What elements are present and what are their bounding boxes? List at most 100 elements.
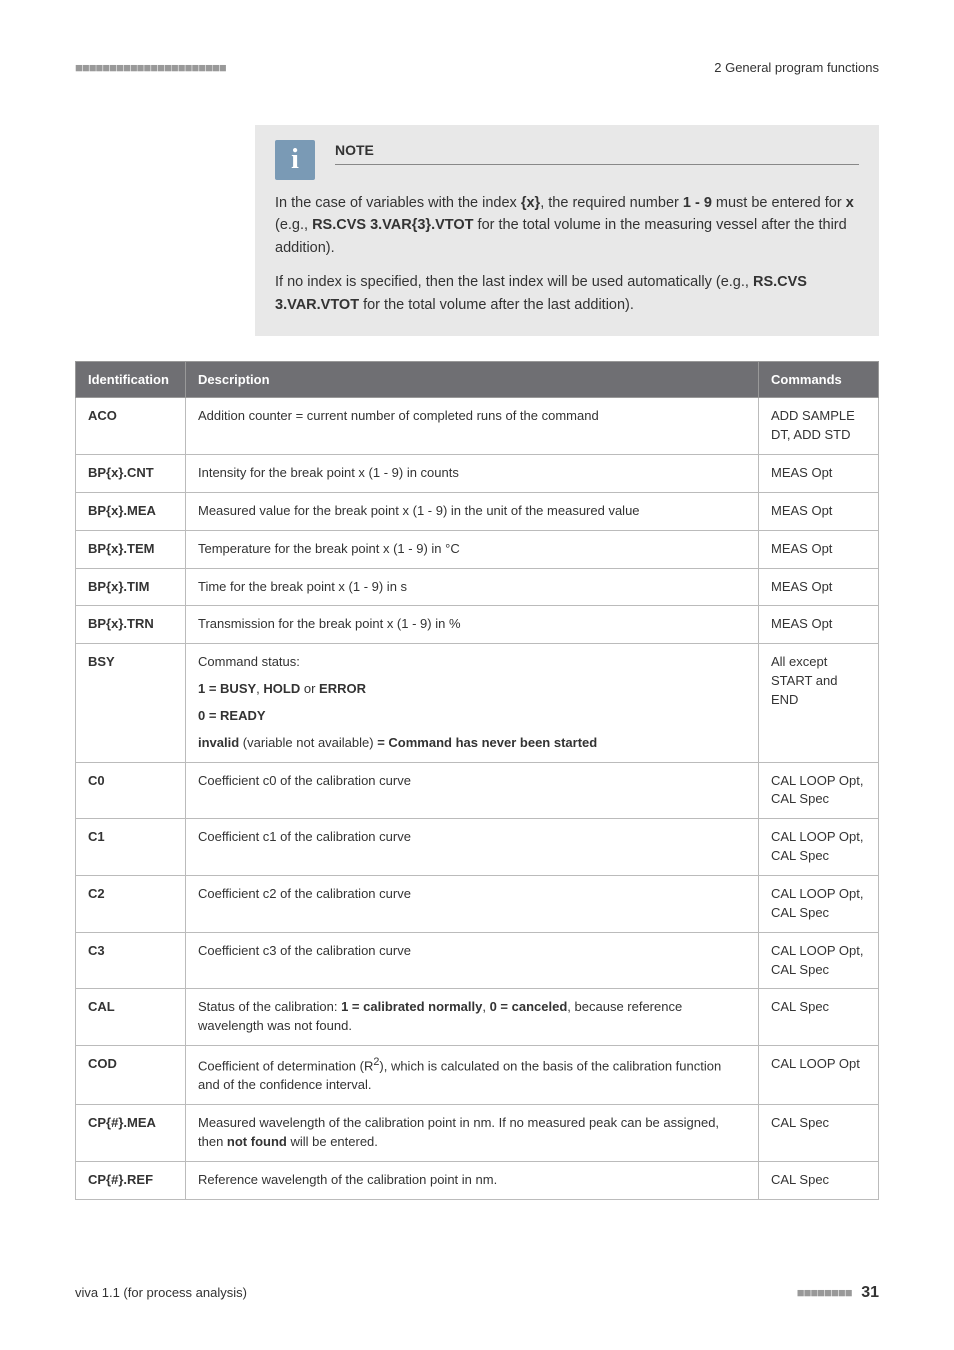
cell-id: BP{x}.CNT — [76, 455, 186, 493]
cal-a: 1 = calibrated normally — [341, 999, 482, 1014]
cell-cmd: MEAS Opt — [759, 606, 879, 644]
cal-sep: , — [482, 999, 489, 1014]
cell-desc: Time for the break point x (1 - 9) in s — [186, 568, 759, 606]
note-p1-text: In the case of variables with the index — [275, 195, 521, 211]
cell-desc: Coefficient c1 of the calibration curve — [186, 819, 759, 876]
table-row: CP{#}.MEA Measured wavelength of the cal… — [76, 1105, 879, 1162]
cell-id: COD — [76, 1046, 186, 1105]
cell-id: BP{x}.TEM — [76, 530, 186, 568]
cell-id: CP{#}.MEA — [76, 1105, 186, 1162]
page-header: ■■■■■■■■■■■■■■■■■■■■■■ 2 General program… — [75, 60, 879, 75]
table-row: C1 Coefficient c1 of the calibration cur… — [76, 819, 879, 876]
cell-cmd: CAL LOOP Opt, CAL Spec — [759, 762, 879, 819]
bsy-l4a: invalid — [198, 735, 239, 750]
cell-cmd: MEAS Opt — [759, 455, 879, 493]
table-row: C0 Coefficient c0 of the calibration cur… — [76, 762, 879, 819]
cpmea-post: will be entered. — [287, 1134, 378, 1149]
table-row: CP{#}.REF Reference wavelength of the ca… — [76, 1161, 879, 1199]
note-title: NOTE — [335, 142, 859, 165]
table-header-row: Identification Description Commands — [76, 362, 879, 398]
header-section-title: 2 General program functions — [714, 60, 879, 75]
cell-desc: Addition counter = current number of com… — [186, 398, 759, 455]
cell-id: ACO — [76, 398, 186, 455]
footer-page-number: 31 — [861, 1284, 879, 1301]
bsy-l2e: ERROR — [319, 681, 366, 696]
table-row: BP{x}.MEA Measured value for the break p… — [76, 492, 879, 530]
table-row: C3 Coefficient c3 of the calibration cur… — [76, 932, 879, 989]
header-dashes: ■■■■■■■■■■■■■■■■■■■■■■ — [75, 60, 226, 75]
bsy-l3: 0 = READY — [198, 708, 266, 723]
cell-desc: Reference wavelength of the calibration … — [186, 1161, 759, 1199]
cal-pre: Status of the calibration: — [198, 999, 341, 1014]
cell-cmd: CAL LOOP Opt — [759, 1046, 879, 1105]
cell-id: C2 — [76, 876, 186, 933]
note-box: i NOTE In the case of variables with the… — [255, 125, 879, 336]
footer-left: viva 1.1 (for process analysis) — [75, 1285, 247, 1300]
th-description: Description — [186, 362, 759, 398]
info-icon: i — [275, 140, 315, 180]
cell-desc: Measured wavelength of the calibration p… — [186, 1105, 759, 1162]
cell-cmd: MEAS Opt — [759, 568, 879, 606]
cell-id: BSY — [76, 644, 186, 762]
bsy-l2a: 1 = BUSY — [198, 681, 256, 696]
cell-cmd: CAL Spec — [759, 989, 879, 1046]
th-identification: Identification — [76, 362, 186, 398]
cpmea-bold: not found — [227, 1134, 287, 1149]
cell-cmd: MEAS Opt — [759, 492, 879, 530]
cell-id: C3 — [76, 932, 186, 989]
cell-cmd: CAL LOOP Opt, CAL Spec — [759, 932, 879, 989]
table-row: BSY Command status: 1 = BUSY, HOLD or ER… — [76, 644, 879, 762]
cell-id: BP{x}.TRN — [76, 606, 186, 644]
page-footer: viva 1.1 (for process analysis) ■■■■■■■■… — [75, 1284, 879, 1302]
cell-id: BP{x}.MEA — [76, 492, 186, 530]
note-p2-pre: If no index is specified, then the last … — [275, 274, 753, 290]
cell-cmd: CAL Spec — [759, 1161, 879, 1199]
cell-desc: Measured value for the break point x (1 … — [186, 492, 759, 530]
table-row: BP{x}.CNT Intensity for the break point … — [76, 455, 879, 493]
cell-id: BP{x}.TIM — [76, 568, 186, 606]
footer-dashes: ■■■■■■■■ — [797, 1285, 852, 1300]
note-p1-eg: (e.g., — [275, 217, 312, 233]
table-row: ACO Addition counter = current number of… — [76, 398, 879, 455]
table-row: BP{x}.TRN Transmission for the break poi… — [76, 606, 879, 644]
note-p1-idx: {x} — [521, 195, 540, 211]
cell-desc: Temperature for the break point x (1 - 9… — [186, 530, 759, 568]
info-icon-glyph: i — [291, 144, 299, 176]
cell-cmd: CAL LOOP Opt, CAL Spec — [759, 819, 879, 876]
cell-desc: Coefficient c0 of the calibration curve — [186, 762, 759, 819]
note-p1-x: x — [846, 195, 854, 211]
table-row: BP{x}.TEM Temperature for the break poin… — [76, 530, 879, 568]
cell-id: C1 — [76, 819, 186, 876]
cell-desc: Coefficient c3 of the calibration curve — [186, 932, 759, 989]
cell-id: CP{#}.REF — [76, 1161, 186, 1199]
cell-cmd: MEAS Opt — [759, 530, 879, 568]
note-p1-code: RS.CVS 3.VAR{3}.VTOT — [312, 217, 473, 233]
th-commands: Commands — [759, 362, 879, 398]
cal-b: 0 = canceled — [490, 999, 568, 1014]
table-row: BP{x}.TIM Time for the break point x (1 … — [76, 568, 879, 606]
cod-pre: Coefficient of determination (R — [198, 1058, 373, 1073]
table-row: C2 Coefficient c2 of the calibration cur… — [76, 876, 879, 933]
cell-cmd: CAL Spec — [759, 1105, 879, 1162]
cell-id: C0 — [76, 762, 186, 819]
cell-desc: Coefficient c2 of the calibration curve — [186, 876, 759, 933]
table-row: CAL Status of the calibration: 1 = calib… — [76, 989, 879, 1046]
bsy-line1: Command status: — [198, 653, 746, 672]
table-row: COD Coefficient of determination (R2), w… — [76, 1046, 879, 1105]
note-body: In the case of variables with the index … — [275, 192, 859, 316]
cell-cmd: All except START and END — [759, 644, 879, 762]
bsy-l2d: or — [300, 681, 319, 696]
bsy-l4c: = Command has never been started — [377, 735, 597, 750]
cell-id: CAL — [76, 989, 186, 1046]
cell-desc: Command status: 1 = BUSY, HOLD or ERROR … — [186, 644, 759, 762]
bsy-l4b: (variable not available) — [239, 735, 377, 750]
note-p1-after: must be entered for — [712, 195, 846, 211]
cell-desc: Status of the calibration: 1 = calibrate… — [186, 989, 759, 1046]
cell-cmd: CAL LOOP Opt, CAL Spec — [759, 876, 879, 933]
note-p1-mid: , the required number — [540, 195, 683, 211]
note-p2-close: for the total volume after the last addi… — [359, 297, 634, 313]
cell-desc: Transmission for the break point x (1 - … — [186, 606, 759, 644]
note-p1-num: 1 - 9 — [683, 195, 712, 211]
cell-desc: Coefficient of determination (R2), which… — [186, 1046, 759, 1105]
cell-cmd: ADD SAMPLE DT, ADD STD — [759, 398, 879, 455]
